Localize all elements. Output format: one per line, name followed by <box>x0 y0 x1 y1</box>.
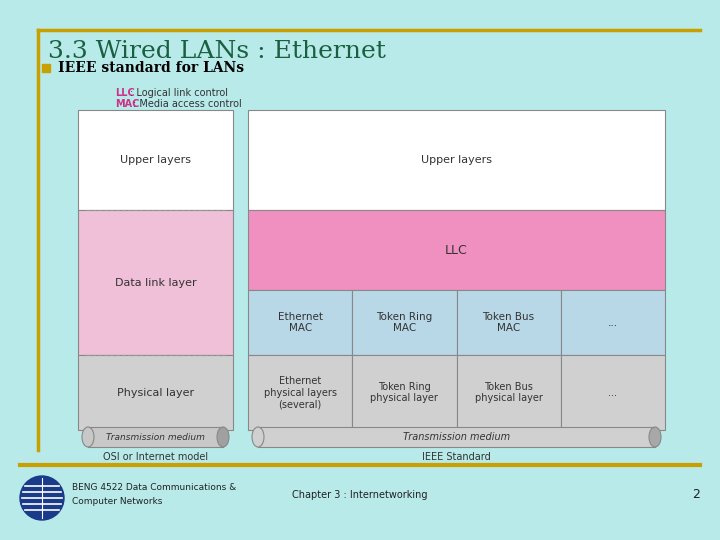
Text: : Logical link control: : Logical link control <box>130 88 228 98</box>
Bar <box>78 355 233 430</box>
Bar <box>248 290 352 355</box>
Text: 2: 2 <box>692 489 700 502</box>
Bar <box>248 110 665 210</box>
Text: IEEE standard for LANs: IEEE standard for LANs <box>58 61 244 75</box>
Text: ...: ... <box>608 388 617 397</box>
Ellipse shape <box>252 427 264 447</box>
Bar <box>248 210 665 290</box>
Text: Token Bus
MAC: Token Bus MAC <box>482 312 535 333</box>
Text: Upper layers: Upper layers <box>421 155 492 165</box>
Bar <box>258 427 655 447</box>
Bar <box>352 290 456 355</box>
Ellipse shape <box>82 427 94 447</box>
Bar <box>78 110 233 210</box>
Text: : Media access control: : Media access control <box>133 99 242 109</box>
Text: ...: ... <box>608 318 618 327</box>
Text: OSI or Internet model: OSI or Internet model <box>103 452 208 462</box>
Bar <box>456 290 561 355</box>
Text: IEEE Standard: IEEE Standard <box>422 452 491 462</box>
Bar <box>456 355 561 430</box>
Bar <box>352 355 456 430</box>
Ellipse shape <box>649 427 661 447</box>
Bar <box>561 290 665 355</box>
Text: Transmission medium: Transmission medium <box>403 432 510 442</box>
Text: Transmission medium: Transmission medium <box>106 433 205 442</box>
Bar <box>248 355 352 430</box>
Text: Upper layers: Upper layers <box>120 155 191 165</box>
Text: LLC: LLC <box>115 88 135 98</box>
Text: MAC: MAC <box>115 99 140 109</box>
Text: Ethernet
physical layers
(several): Ethernet physical layers (several) <box>264 376 337 409</box>
Text: Computer Networks: Computer Networks <box>72 497 163 507</box>
Text: Physical layer: Physical layer <box>117 388 194 397</box>
Text: Token Ring
physical layer: Token Ring physical layer <box>370 382 438 403</box>
Ellipse shape <box>20 476 64 520</box>
Text: Ethernet
MAC: Ethernet MAC <box>278 312 323 333</box>
Bar <box>78 210 233 355</box>
Text: BENG 4522 Data Communications &: BENG 4522 Data Communications & <box>72 483 236 492</box>
Text: Token Bus
physical layer: Token Bus physical layer <box>474 382 543 403</box>
Text: Chapter 3 : Internetworking: Chapter 3 : Internetworking <box>292 490 428 500</box>
Text: Data link layer: Data link layer <box>114 278 197 287</box>
Bar <box>42 64 50 72</box>
Text: LLC: LLC <box>445 244 468 256</box>
Text: Token Ring
MAC: Token Ring MAC <box>377 312 433 333</box>
Text: 3.3 Wired LANs : Ethernet: 3.3 Wired LANs : Ethernet <box>48 40 386 63</box>
Ellipse shape <box>217 427 229 447</box>
Bar <box>561 355 665 430</box>
Bar <box>88 427 223 447</box>
